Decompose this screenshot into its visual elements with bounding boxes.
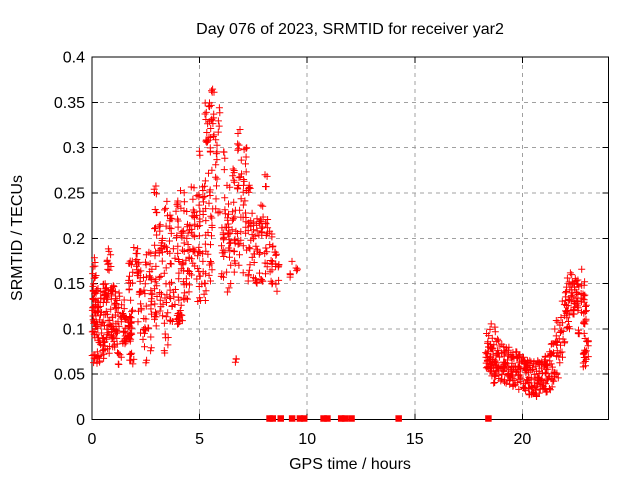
- zero-value-marker: [277, 415, 284, 422]
- zero-value-markers: [266, 415, 492, 422]
- chart-title: Day 076 of 2023, SRMTID for receiver yar…: [196, 21, 504, 38]
- zero-value-marker: [269, 415, 277, 422]
- zero-value-marker: [348, 415, 355, 422]
- x-tick-label: 10: [298, 431, 316, 448]
- x-tick-labels: 0 5 10 15 20: [88, 431, 532, 448]
- scatter-points: [88, 85, 592, 400]
- x-tick-label: 5: [195, 431, 204, 448]
- y-tick-label: 0.35: [54, 95, 85, 112]
- y-tick-label: 0.05: [54, 367, 85, 384]
- y-tick-label: 0.3: [63, 140, 85, 157]
- y-tick-label: 0.4: [63, 50, 85, 67]
- zero-value-marker: [324, 415, 331, 422]
- y-tick-label: 0.1: [63, 321, 85, 338]
- x-tick-label: 15: [406, 431, 424, 448]
- zero-value-marker: [300, 415, 308, 422]
- y-tick-labels: 0 0.05 0.1 0.15 0.2 0.25 0.3 0.35 0.4: [54, 50, 85, 430]
- x-tick-label: 20: [514, 431, 532, 448]
- grid-lines: [92, 57, 609, 420]
- y-tick-label: 0.15: [54, 276, 85, 293]
- y-axis-label: SRMTID / TECUs: [9, 175, 26, 301]
- zero-value-marker: [320, 415, 327, 422]
- zero-value-marker: [395, 415, 402, 422]
- y-tick-label: 0.2: [63, 231, 85, 248]
- zero-value-marker: [296, 415, 304, 422]
- y-tick-label: 0: [76, 412, 85, 429]
- x-tick-label: 0: [88, 431, 97, 448]
- zero-value-marker: [288, 415, 296, 422]
- zero-value-marker: [485, 415, 492, 422]
- zero-value-marker: [337, 415, 345, 422]
- x-axis-label: GPS time / hours: [289, 456, 411, 473]
- zero-value-marker: [341, 415, 349, 422]
- y-tick-label: 0.25: [54, 185, 85, 202]
